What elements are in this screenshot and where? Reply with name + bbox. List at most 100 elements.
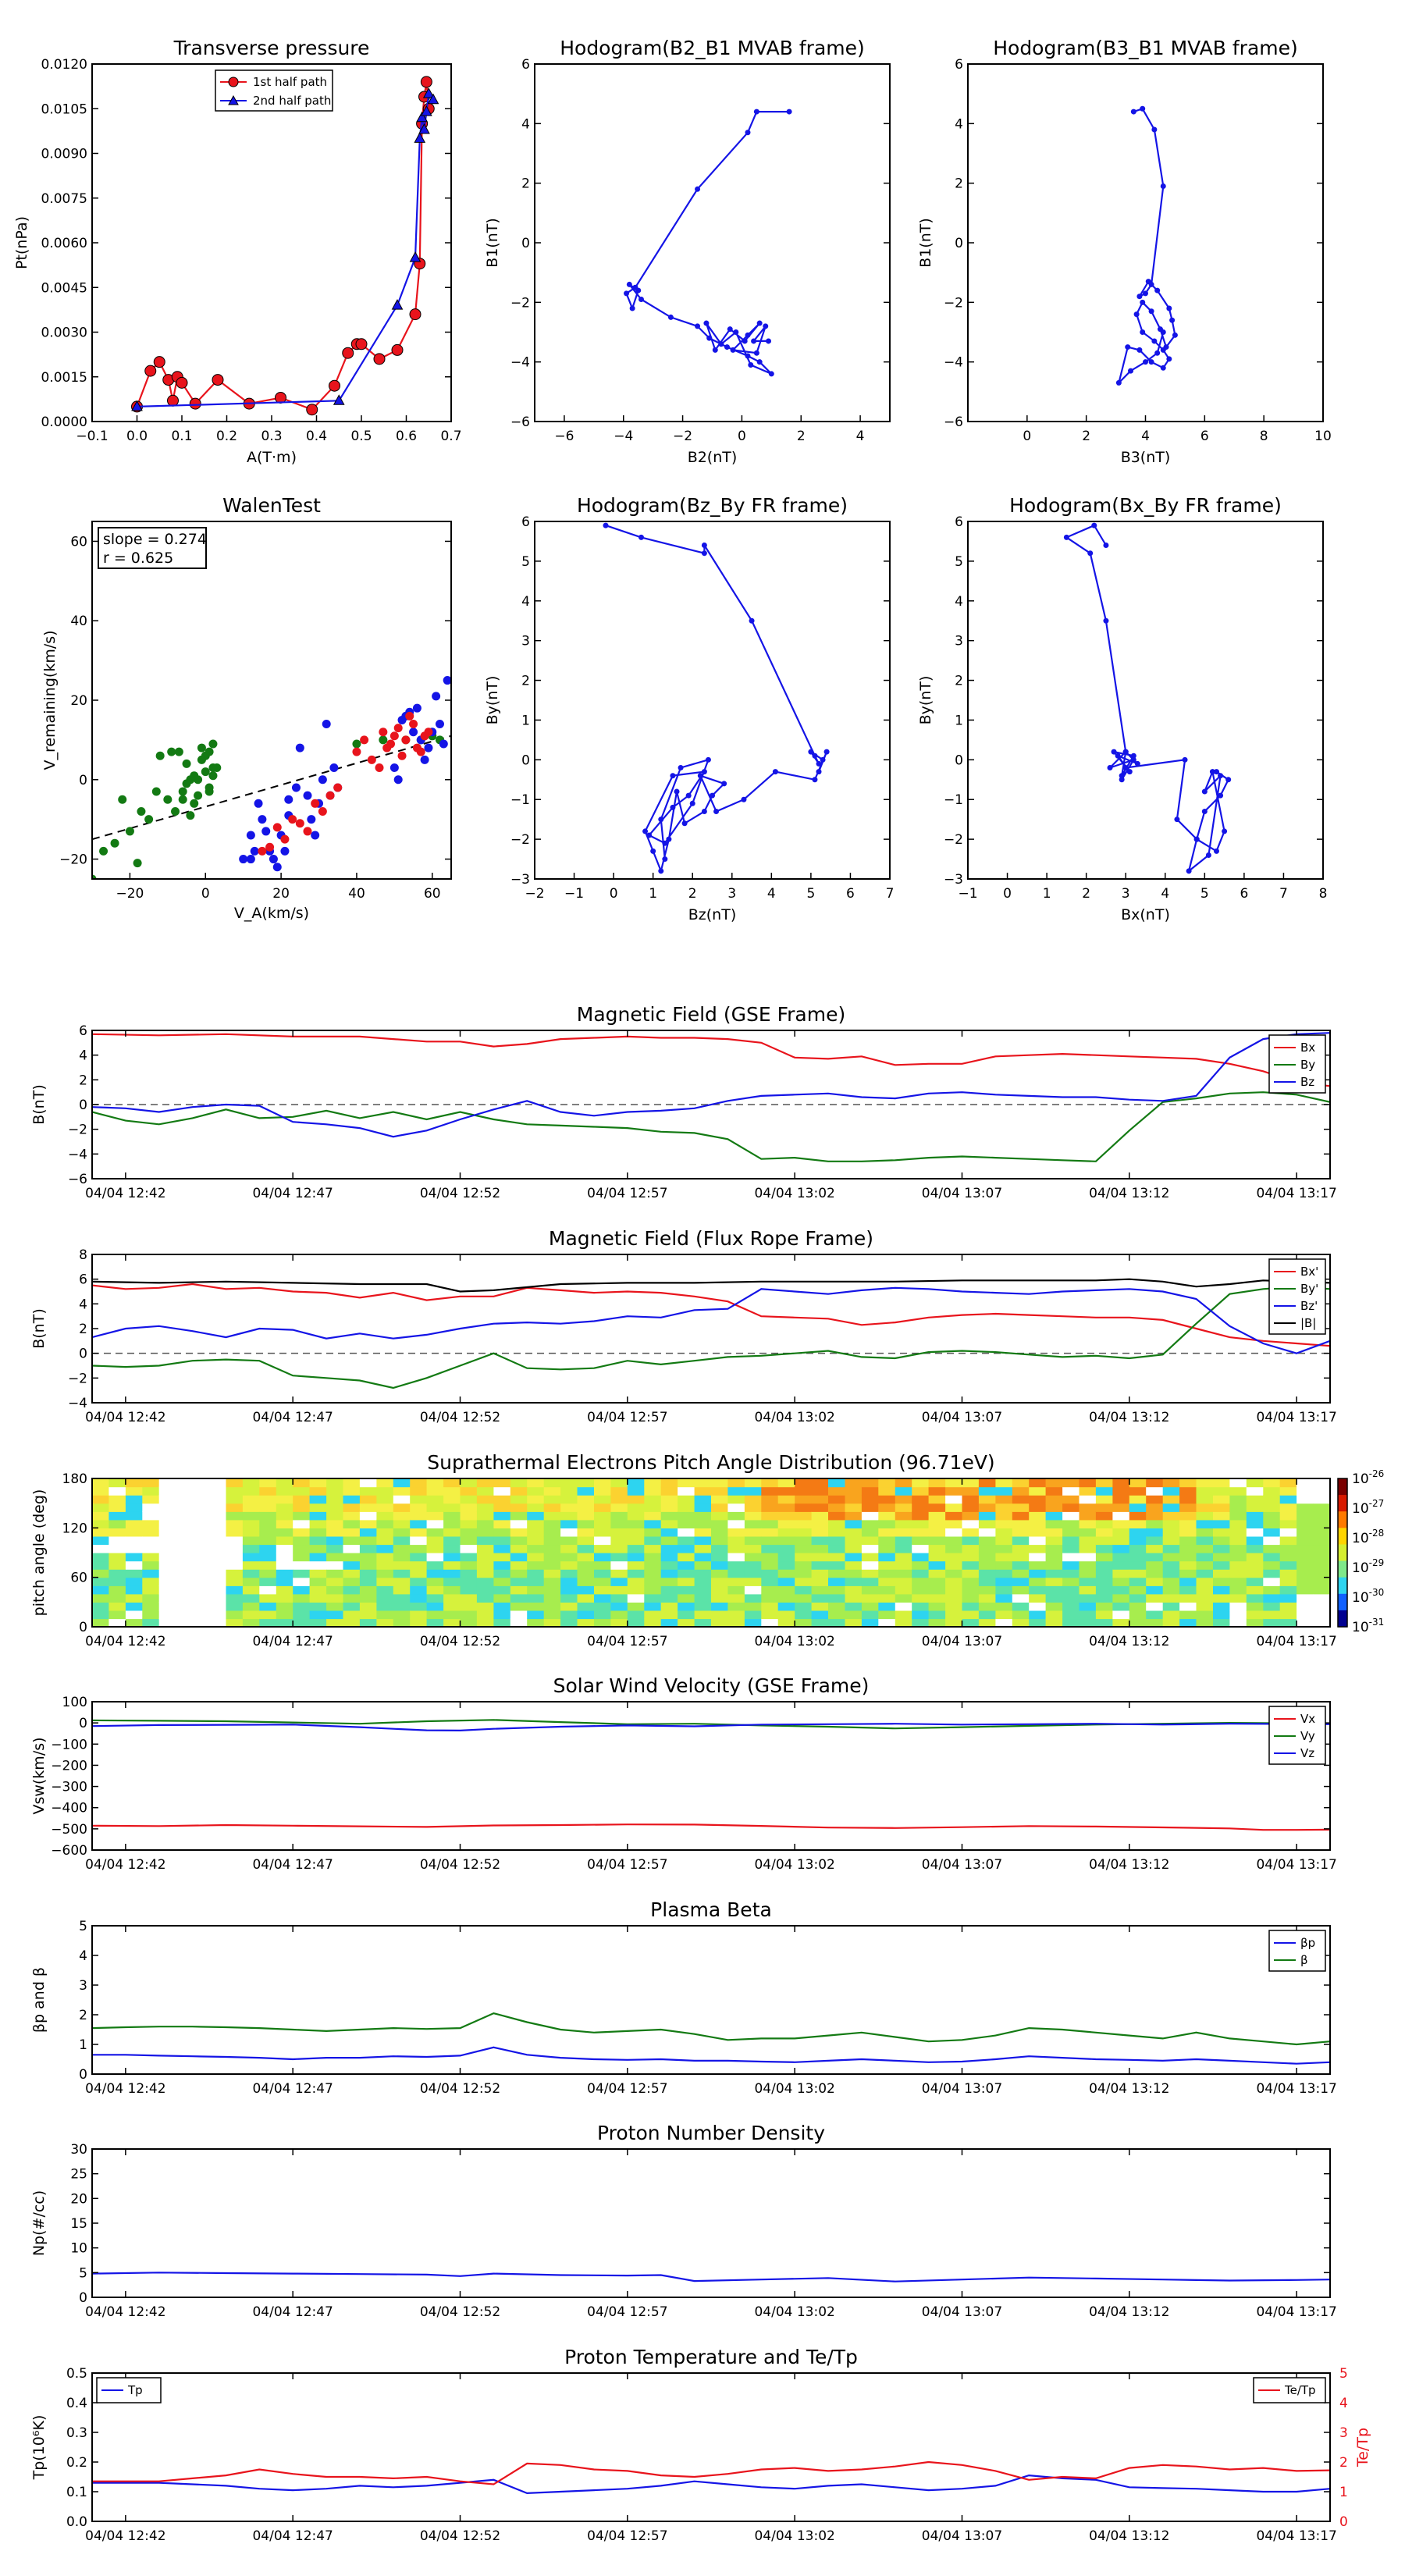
tp-ylabel: Tp(10⁶K) (30, 2415, 48, 2481)
pad-cell (644, 1528, 662, 1537)
pad-cell (1045, 1593, 1063, 1603)
pad-cell (293, 1495, 311, 1504)
pad-cell (158, 1519, 176, 1528)
beta-line (92, 2012, 1330, 2046)
pad-cell (577, 1593, 595, 1603)
pad-cell (845, 1503, 863, 1512)
pad-cell (326, 1478, 344, 1488)
pad-cell (878, 1577, 896, 1586)
pad-cell (326, 1602, 344, 1611)
pad-cell (393, 1553, 411, 1562)
pt-ylabel: Pt(nPa) (13, 216, 30, 269)
pad-cell (678, 1511, 695, 1521)
h31-marker (1169, 317, 1176, 323)
pad-cell (276, 1544, 293, 1553)
pad-cell (1045, 1618, 1063, 1627)
pad-cell (276, 1602, 293, 1611)
h21-marker (766, 338, 772, 344)
tp-ytick-label: 0.1 (66, 2485, 87, 2500)
pad-cell (359, 1495, 377, 1504)
pad-cell (343, 1478, 361, 1488)
pad-cell (660, 1560, 678, 1570)
pad-cell (142, 1528, 160, 1537)
hxy-marker (1218, 792, 1224, 799)
hxy-series-BxBy (1063, 522, 1232, 874)
pad-cell (259, 1610, 277, 1620)
pad-cell (1263, 1544, 1281, 1553)
pad-cell (1179, 1511, 1197, 1521)
pad-cell (995, 1593, 1013, 1603)
pad-cell (1297, 1602, 1314, 1611)
pad-cell (610, 1593, 628, 1603)
hzy-marker (662, 840, 668, 846)
pad-cell (276, 1495, 293, 1504)
pad-cell (460, 1519, 478, 1528)
h21-marker (786, 109, 792, 115)
pad-cell (426, 1495, 444, 1504)
hxy-marker (1130, 753, 1136, 759)
pad-cell (209, 1486, 226, 1496)
pad-cell (1196, 1569, 1214, 1578)
pad-cell (510, 1553, 528, 1562)
hxy-xtick-label: 7 (1279, 886, 1288, 902)
pad-cell (158, 1486, 176, 1496)
pad-cell (811, 1593, 829, 1603)
pad-cell (1045, 1535, 1063, 1546)
pad-cell (795, 1618, 813, 1627)
bgse-series-Bz (92, 1032, 1330, 1138)
colorbar-segment (1338, 1577, 1347, 1595)
pad-cell (527, 1618, 545, 1627)
pad-cell (1146, 1618, 1164, 1627)
pad-cell (811, 1486, 829, 1496)
pad-cell (678, 1519, 695, 1528)
pad-cell (962, 1577, 980, 1586)
pad-cell (1297, 1593, 1314, 1603)
pad-cell (912, 1535, 930, 1546)
pad-cell (1162, 1495, 1180, 1504)
np-ytick-label: 15 (70, 2216, 87, 2232)
pad-cell (627, 1553, 645, 1562)
pad-cell (376, 1560, 394, 1570)
pad-cell (1062, 1585, 1080, 1595)
pad-cell (209, 1478, 226, 1488)
hzy-xtick-label: 1 (649, 886, 657, 902)
pad-cell (242, 1528, 260, 1537)
pad-cell (811, 1528, 829, 1537)
pad-cell (761, 1618, 779, 1627)
bgse-series-Bx (92, 1033, 1330, 1087)
hxy-ytick-label: 1 (955, 713, 963, 728)
walen-point (110, 838, 119, 848)
pad-cell (108, 1553, 126, 1562)
colorbar-tick-base: 10 (1352, 1620, 1369, 1635)
beta-xtick-label: 04/04 13:07 (922, 2081, 1002, 2097)
pad-cell (142, 1618, 160, 1627)
pad-cell (493, 1553, 511, 1562)
vsw-ytick-label: −200 (51, 1758, 87, 1774)
pad-cell (1297, 1585, 1314, 1595)
pad-cell (543, 1602, 561, 1611)
colorbar-segment (1338, 1528, 1347, 1546)
pad-cell (226, 1577, 244, 1586)
pad-cell (945, 1535, 963, 1546)
pad-cell (493, 1585, 511, 1595)
pad-cell (476, 1503, 494, 1512)
pad-cell (226, 1593, 244, 1603)
pad-cell (627, 1503, 645, 1512)
hxy-ytick-label: −3 (944, 872, 963, 888)
walen-point (254, 799, 263, 808)
hzy-marker (816, 769, 822, 775)
tp-xtick-label: 04/04 13:17 (1256, 2528, 1336, 2544)
pad-cell (1313, 1602, 1330, 1611)
pad-cell (176, 1610, 194, 1620)
vsw-xtick-label: 04/04 13:17 (1256, 1857, 1336, 1873)
walen-point (178, 787, 187, 796)
hzy-marker (662, 856, 668, 863)
pad-cell (276, 1528, 293, 1537)
pad-cell (510, 1495, 528, 1504)
walen-ylabel: V_remaining(km/s) (41, 630, 59, 770)
hzy-marker (812, 777, 818, 783)
pad-cell (678, 1610, 695, 1620)
pad-cell (293, 1577, 311, 1586)
pad-cell (610, 1503, 628, 1512)
